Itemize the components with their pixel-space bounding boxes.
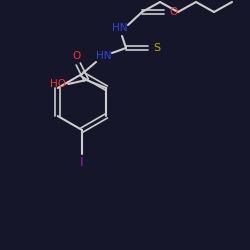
Text: O: O [169, 7, 177, 17]
Text: O: O [72, 51, 80, 61]
Text: I: I [80, 156, 84, 168]
Text: HN: HN [96, 51, 112, 61]
Text: S: S [154, 43, 160, 53]
Text: HO: HO [50, 79, 66, 89]
Text: HN: HN [112, 23, 128, 33]
